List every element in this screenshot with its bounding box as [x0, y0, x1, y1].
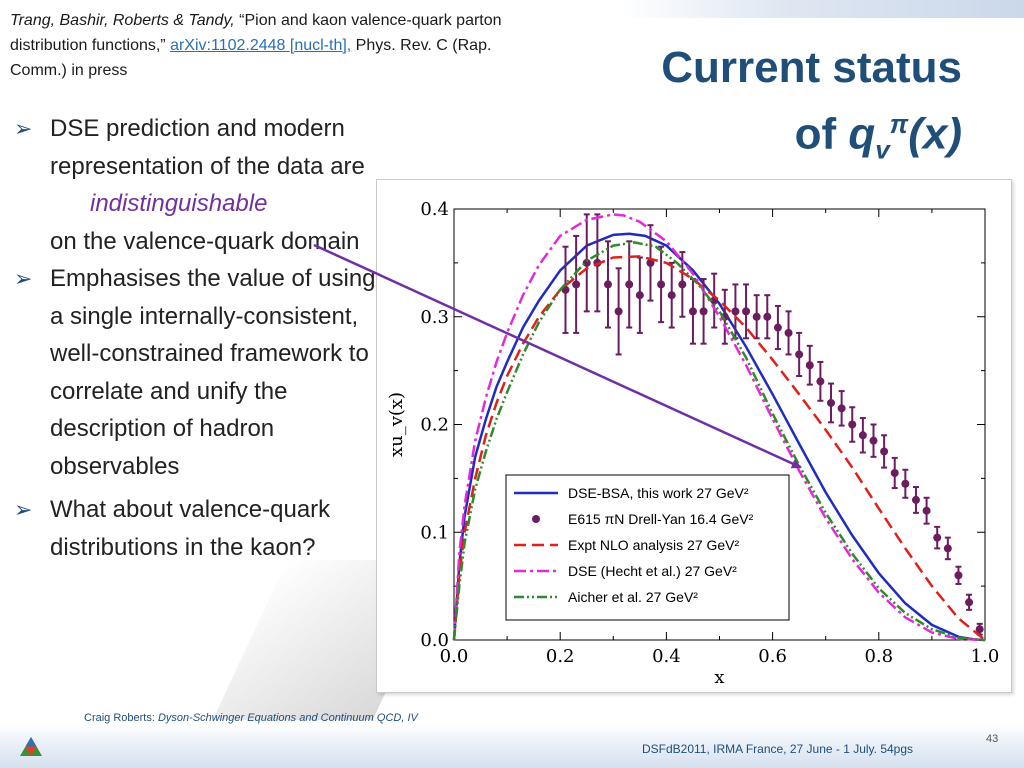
x-tick-label: 0.4 [652, 646, 681, 667]
argonne-logo-icon [20, 737, 42, 756]
data-point [901, 479, 910, 488]
x-tick-label: 1.0 [971, 646, 1000, 667]
data-point [752, 312, 761, 321]
slide-title-line1: Current status [661, 43, 962, 92]
x-tick-label: 0.6 [758, 646, 787, 667]
slide-title-line2: of qvπ(x) [661, 96, 962, 177]
y-axis-label: xu_v(x) [386, 392, 407, 457]
x-tick-label: 0.0 [440, 646, 469, 667]
title-x: (x) [908, 109, 962, 159]
data-point [943, 544, 952, 553]
data-point [890, 468, 899, 477]
footer-author: Craig Roberts: [84, 712, 155, 724]
data-point [773, 323, 782, 332]
x-tick-label: 0.2 [546, 646, 575, 667]
citation-reference: Trang, Bashir, Roberts & Tandy, “Pion an… [10, 8, 520, 83]
data-point [667, 291, 676, 300]
bullet-1-text-cont: on the valence-quark domain [50, 227, 360, 255]
bottom-decoration-band [0, 724, 1024, 768]
y-tick-label: 0.1 [420, 522, 449, 543]
slide-title: Current status of qvπ(x) [661, 40, 962, 177]
legend-entry: DSE-BSA, this work 27 GeV² [568, 485, 749, 501]
footer-talk-title: Dyson-Schwinger Equations and Continuum … [157, 712, 418, 724]
data-point [816, 377, 825, 386]
data-point [911, 495, 920, 504]
data-point [954, 571, 963, 580]
footer-conference: DSFdB2011, IRMA France, 27 June - 1 July… [642, 742, 914, 756]
bullet-item-3: ➢ What about valence-quark distributions… [14, 491, 379, 566]
y-tick-label: 0.0 [420, 630, 449, 651]
data-point [805, 361, 814, 370]
data-point [858, 431, 867, 440]
title-q: q [848, 109, 876, 159]
data-point [742, 307, 751, 316]
y-tick-label: 0.3 [420, 307, 449, 328]
bullet-list: ➢ DSE prediction and modern representati… [14, 110, 379, 566]
bullet-3-text: What about valence-quark distributions i… [50, 496, 331, 561]
arrow-bullet-icon: ➢ [14, 266, 33, 291]
top-decoration-band [620, 0, 1024, 18]
data-point [795, 350, 804, 359]
citation-title: “Pion and kaon valence-quark parton dist… [10, 12, 502, 54]
bullet-1-emphasis: indistinguishable [90, 190, 268, 217]
data-point [688, 307, 697, 316]
data-point [827, 398, 836, 407]
valence-quark-distribution-chart: 0.0 0.2 0.4 0.6 0.8 1.0 0.0 0.1 0.2 0.3 0.4 x xu_v(x… [386, 199, 1000, 688]
data-point [699, 307, 708, 316]
data-point [763, 312, 772, 321]
data-point [625, 280, 634, 289]
arxiv-link[interactable]: arXiv:1102.2448 [nucl-th], [170, 37, 352, 54]
legend-entry: DSE (Hecht et al.) 27 GeV² [568, 563, 737, 579]
data-point [635, 291, 644, 300]
data-point [933, 533, 942, 542]
x-axis-label: x [714, 667, 724, 688]
data-point [848, 420, 857, 429]
legend-entry: Expt NLO analysis 27 GeV² [568, 537, 740, 553]
data-point [975, 625, 984, 634]
x-tick-label: 0.8 [864, 646, 893, 667]
data-point [678, 280, 687, 289]
bullet-item-2: ➢ Emphasises the value of using a single… [14, 260, 379, 485]
citation-journal: Phys. Rev. C (Rap. Comm.) in press [10, 37, 492, 79]
title-of: of [794, 109, 849, 159]
data-point [922, 506, 931, 515]
title-subscript: v [875, 134, 890, 165]
page-number: 43 [986, 733, 999, 745]
y-tick-label: 0.2 [420, 415, 449, 436]
arrow-bullet-icon: ➢ [14, 116, 33, 141]
data-point [572, 280, 581, 289]
bullet-1-text: DSE prediction and modern representation… [50, 115, 365, 180]
legend-entry: Aicher et al. 27 GeV² [568, 589, 698, 605]
data-point [614, 307, 623, 316]
bullet-item-1: ➢ DSE prediction and modern representati… [14, 110, 379, 260]
data-point [657, 280, 666, 289]
data-point [869, 436, 878, 445]
data-point [837, 404, 846, 413]
legend-marker [532, 515, 540, 523]
data-point [965, 598, 974, 607]
data-point [603, 280, 612, 289]
title-superscript: π [889, 109, 909, 139]
legend-box [505, 474, 790, 621]
legend-entry: E615 πN Drell-Yan 16.4 GeV² [568, 511, 754, 527]
y-tick-label: 0.4 [420, 199, 449, 220]
data-point [784, 328, 793, 337]
arrow-bullet-icon: ➢ [14, 497, 33, 522]
citation-authors: Trang, Bashir, Roberts & Tandy, [10, 12, 235, 29]
data-point [731, 307, 740, 316]
data-point [880, 447, 889, 456]
bullet-2-text: Emphasises the value of using a single i… [50, 265, 376, 480]
footer-author-line: Craig Roberts: Dyson-Schwinger Equations… [84, 712, 418, 724]
